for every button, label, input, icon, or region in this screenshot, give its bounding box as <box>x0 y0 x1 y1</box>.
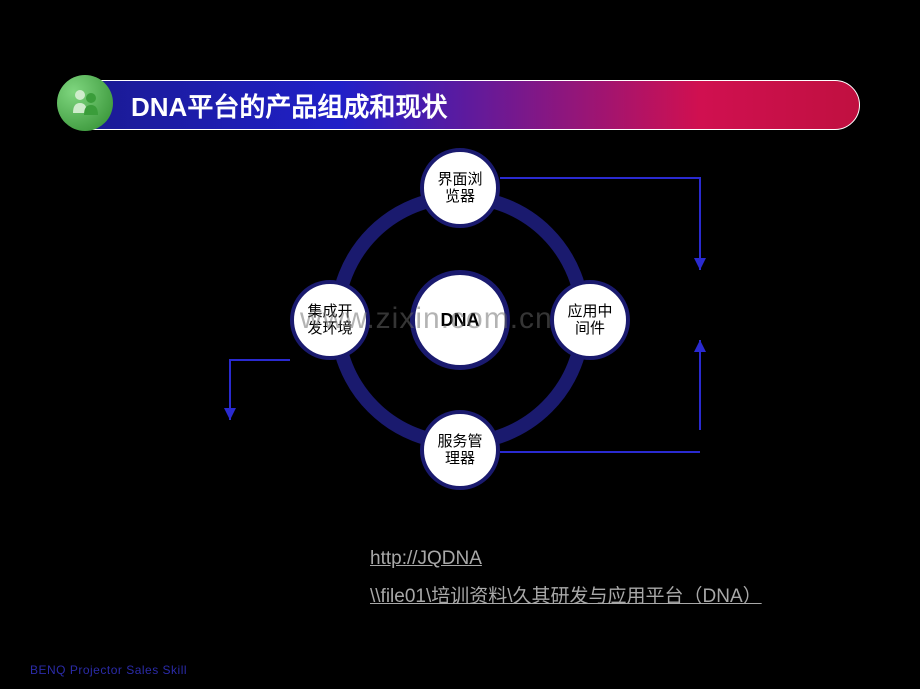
node-right: 应用中 间件 <box>550 280 630 360</box>
title-text: DNA平台的产品组成和现状 <box>131 87 447 124</box>
node-label: 应用中 间件 <box>567 303 612 338</box>
links-block: http://JQDNA \\file01\培训资料\久其研发与应用平台（DNA… <box>370 540 762 616</box>
node-label: 服务管 理器 <box>437 433 482 468</box>
node-left: 集成开 发环境 <box>290 280 370 360</box>
footer-text: BENQ Projector Sales Skill <box>30 663 187 677</box>
node-label: 界面浏 览器 <box>437 171 482 206</box>
node-bottom: 服务管 理器 <box>420 410 500 490</box>
link-path[interactable]: \\file01\培训资料\久其研发与应用平台（DNA） <box>370 578 762 616</box>
center-label: DNA <box>441 310 480 331</box>
title-bar: DNA平台的产品组成和现状 <box>60 80 860 130</box>
diagram: DNA 界面浏 览器 应用中 间件 服务管 理器 集成开 发环境 <box>260 150 660 490</box>
center-node: DNA <box>410 270 510 370</box>
link-url[interactable]: http://JQDNA <box>370 540 762 578</box>
node-top: 界面浏 览器 <box>420 148 500 228</box>
people-icon <box>57 75 113 131</box>
node-label: 集成开 发环境 <box>307 303 352 338</box>
slide: DNA平台的产品组成和现状 DNA 界面浏 览器 应用中 间件 服务管 理器 <box>0 0 920 689</box>
